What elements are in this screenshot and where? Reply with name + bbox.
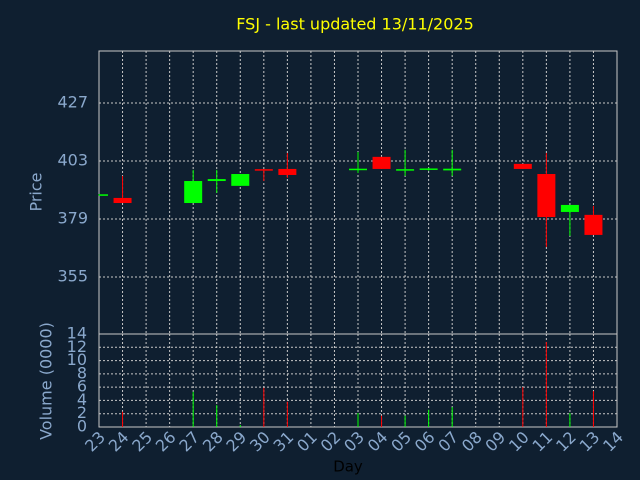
candle-body [113,197,132,204]
candle-body [278,168,297,175]
candle-body [537,174,556,218]
candle-body [419,168,438,170]
candle-body [231,174,250,186]
y-tick-label: 355 [57,266,88,285]
candle-body [560,204,579,212]
candle-body [184,181,203,204]
y-axis-label: Price [27,172,46,211]
y-tick-label: 379 [57,208,88,227]
chart-title: FSJ - last updated 13/11/2025 [236,15,474,34]
y2-tick-label: 14 [67,324,87,343]
y-tick-label: 427 [57,92,88,111]
candle-body [254,169,273,171]
y2-tick-label: 4 [77,390,87,409]
y2-tick-label: 2 [77,403,87,422]
y2-tick-label: 12 [67,337,87,356]
candle-body [349,168,367,171]
y-tick-label: 403 [57,150,88,169]
candle-body [207,179,226,182]
candle-body [513,163,532,169]
y2-tick-label: 6 [77,377,87,396]
y2-tick-label: 8 [77,363,87,382]
y2-tick-label: 10 [67,350,87,369]
candle-body [396,169,415,171]
candle-body [372,156,391,169]
candle-body [99,194,108,196]
candle-body [443,168,462,171]
y2-axis-label: Volume (0000) [37,322,56,440]
candle-body [584,214,603,235]
x-axis-label: Day [333,458,363,476]
y2-tick-label: 0 [77,417,87,436]
